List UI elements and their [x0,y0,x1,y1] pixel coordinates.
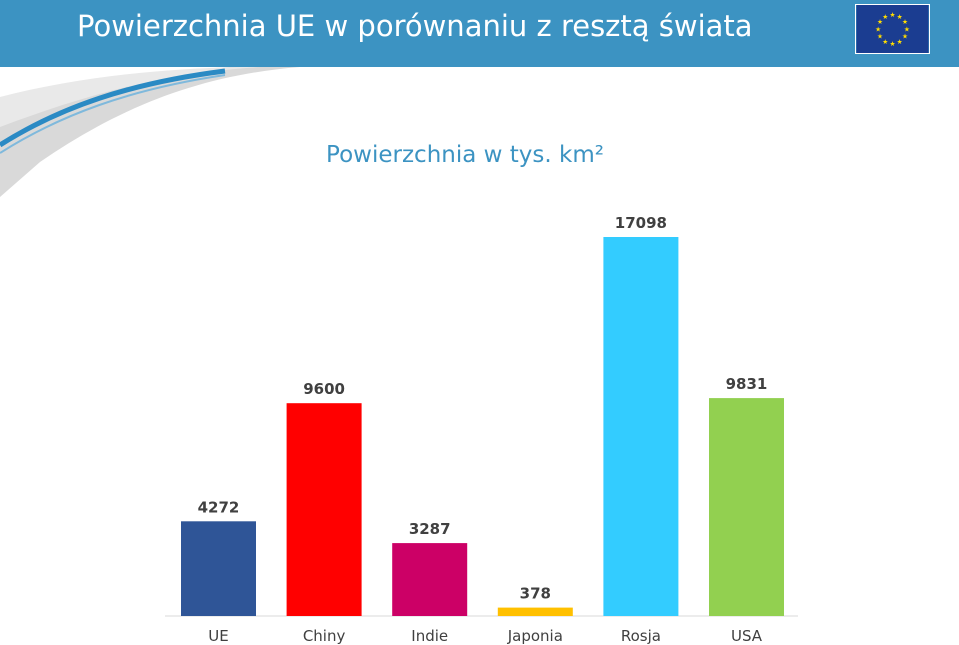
flag-star-icon: ★ [902,33,908,41]
slide-title: Powierzchnia UE w porównaniu z resztą św… [77,9,753,43]
category-label-indie: Indie [411,627,448,645]
category-label-rosja: Rosja [621,627,661,645]
bar-indie [392,543,468,616]
data-label-rosja: 17098 [615,214,667,232]
eu-flag-icon: ★ ★★★★★★★★★★★ [855,4,930,54]
bar-ue [181,521,256,616]
category-label-usa: USA [731,627,763,645]
flag-star-icon: ★ [877,18,883,26]
flag-star-icon: ★ [897,13,903,21]
bar-rosja [603,237,679,616]
flag-star-icon: ★ [882,13,888,21]
data-label-usa: 9831 [726,375,768,393]
flag-star-icon: ★ [877,33,883,41]
flag-star-icon: ★ [904,25,910,33]
category-label-ue: UE [208,627,228,645]
bar-usa [709,398,784,616]
decorative-swoosh [0,67,300,197]
bar-japonia [497,607,573,616]
flag-star-icon: ★ [889,11,895,19]
data-label-indie: 3287 [409,520,451,538]
chart-title: Powierzchnia w tys. km² [326,142,604,168]
bar-chiny [286,403,362,616]
flag-star-icon: ★ [875,25,881,33]
flag-star-icon: ★ [902,18,908,26]
data-label-chiny: 9600 [303,380,345,398]
category-label-chiny: Chiny [303,627,346,645]
flag-star-icon: ★ [889,40,895,48]
flag-star-icon: ★ [897,38,903,46]
category-label-japonia: Japonia [507,627,563,645]
data-label-ue: 4272 [198,498,240,516]
header-bar: Powierzchnia UE w porównaniu z resztą św… [0,0,959,67]
flag-star-icon: ★ [882,38,888,46]
data-label-japonia: 378 [520,585,551,603]
